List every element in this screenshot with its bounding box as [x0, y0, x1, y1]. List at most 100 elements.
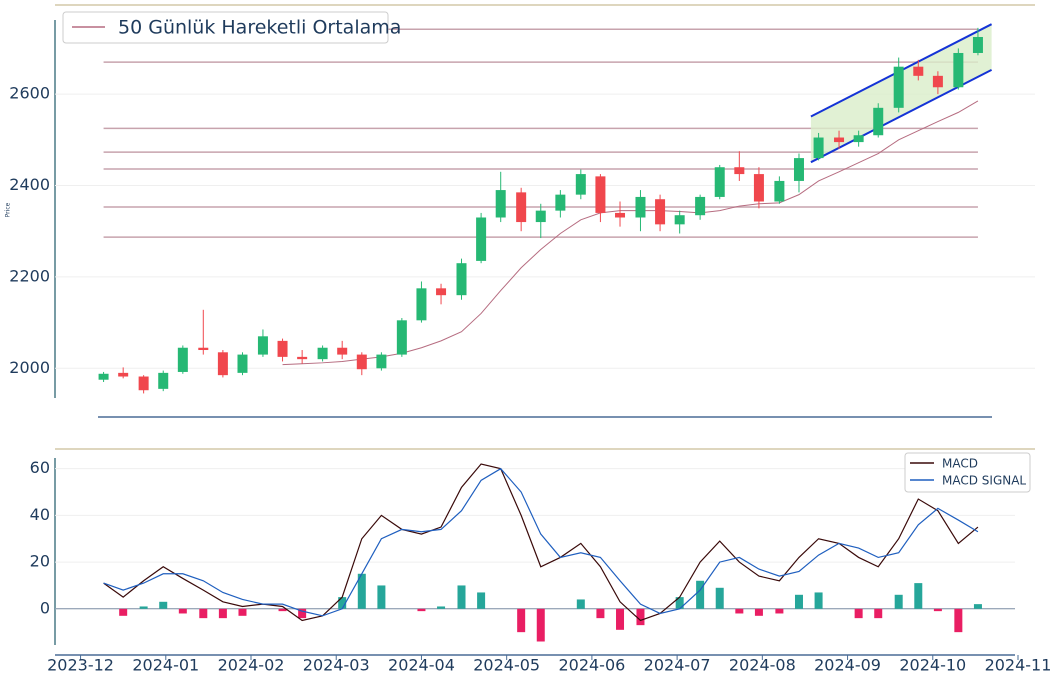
histogram-bar	[338, 597, 347, 609]
histogram-bar	[894, 594, 903, 609]
x-tick-label: 2024-05	[473, 656, 540, 675]
x-tick-label: 2024-08	[729, 656, 796, 675]
histogram-bar	[139, 606, 148, 609]
candle-body	[575, 174, 586, 195]
candle-body	[217, 352, 228, 376]
histogram-bar	[933, 608, 942, 612]
histogram-bar	[119, 608, 128, 616]
macd-line	[103, 463, 979, 622]
x-tick-label: 2024-07	[644, 656, 711, 675]
x-tick-label: 2023-12	[47, 656, 114, 675]
x-tick-label: 2024-02	[218, 656, 285, 675]
candle-body	[376, 354, 387, 369]
y-axis-label: Price	[5, 202, 12, 217]
candle-body	[655, 199, 666, 225]
histogram-bar	[178, 608, 187, 614]
x-tick-label: 2024-11	[985, 656, 1050, 675]
histogram-bar	[874, 608, 883, 619]
histogram-bar	[357, 573, 366, 609]
histogram-bar	[536, 608, 545, 642]
histogram-bar	[954, 608, 963, 633]
histogram-bar	[696, 580, 705, 609]
histogram-bar	[854, 608, 863, 619]
candle-body	[595, 176, 606, 213]
histogram-bar	[973, 604, 982, 609]
histogram-bar	[218, 608, 227, 619]
candle-body	[456, 263, 467, 296]
histogram-bar	[437, 606, 446, 609]
candle-body	[813, 137, 824, 159]
histogram-bar	[596, 608, 605, 619]
y-tick-label: 60	[30, 458, 50, 477]
histogram-bar	[914, 583, 923, 609]
candle-body	[873, 107, 884, 136]
histogram-bar	[794, 594, 803, 609]
histogram-bar	[616, 608, 625, 630]
candle-body	[237, 354, 248, 373]
histogram-bar	[754, 608, 763, 616]
legend-label: MACD	[942, 457, 978, 471]
histogram-bar	[238, 608, 247, 616]
histogram-bar	[517, 608, 526, 633]
histogram-bar	[298, 608, 307, 619]
legend-box	[904, 452, 1031, 493]
y-tick-label: 20	[30, 552, 50, 571]
candle-body	[476, 217, 487, 261]
legend-label: 50 Günlük Hareketli Ortalama	[118, 17, 401, 39]
candle-body	[893, 66, 904, 108]
y-tick-label: 40	[30, 505, 50, 524]
candle-body	[495, 190, 506, 218]
candle-body	[98, 373, 109, 380]
candle-body	[753, 174, 764, 202]
candle-body	[317, 347, 328, 360]
macd-line	[103, 467, 979, 617]
histogram-bar	[735, 608, 744, 614]
candle-body	[436, 288, 447, 296]
y-tick-label: 0	[40, 598, 50, 617]
candle-body	[396, 320, 407, 355]
histogram-bar	[715, 587, 724, 609]
histogram-bar	[199, 608, 208, 619]
candle-body	[695, 196, 706, 216]
candle-body	[932, 75, 943, 88]
histogram-bar	[814, 592, 823, 609]
candle-body	[356, 354, 367, 370]
legend-box	[62, 11, 389, 44]
histogram-bar	[675, 597, 684, 609]
histogram-bar	[377, 585, 386, 609]
y-tick-label: 2600	[9, 84, 50, 103]
x-tick-label: 2024-10	[899, 656, 966, 675]
y-tick-label: 2200	[9, 266, 50, 285]
candle-body	[615, 212, 626, 218]
x-tick-label: 2024-03	[303, 656, 370, 675]
candle-body	[834, 137, 845, 143]
candle-body	[416, 288, 427, 321]
histogram-bar	[477, 592, 486, 609]
x-tick-label: 2024-04	[388, 656, 455, 675]
candle-body	[953, 52, 964, 88]
candle-body	[277, 340, 288, 357]
candle-body	[535, 210, 546, 223]
candle-body	[793, 158, 804, 181]
histogram-bar	[278, 608, 287, 612]
candle-body	[853, 135, 864, 143]
legend-label: MACD SIGNAL	[942, 474, 1026, 488]
histogram-bar	[775, 608, 784, 614]
candle-body	[734, 167, 745, 175]
histogram-bar	[417, 608, 426, 612]
histogram-bar	[159, 601, 168, 609]
candle-body	[714, 167, 725, 197]
candle-body	[674, 215, 685, 225]
candle-body	[635, 196, 646, 218]
candle-body	[158, 372, 169, 389]
candle-body	[177, 347, 188, 372]
candle-body	[337, 347, 348, 355]
x-tick-label: 2024-01	[132, 656, 199, 675]
histogram-bar	[576, 599, 585, 609]
y-tick-label: 2000	[9, 358, 50, 377]
y-tick-label: 2400	[9, 175, 50, 194]
candle-body	[516, 192, 527, 223]
candle-body	[138, 376, 149, 391]
candle-body	[118, 372, 129, 377]
